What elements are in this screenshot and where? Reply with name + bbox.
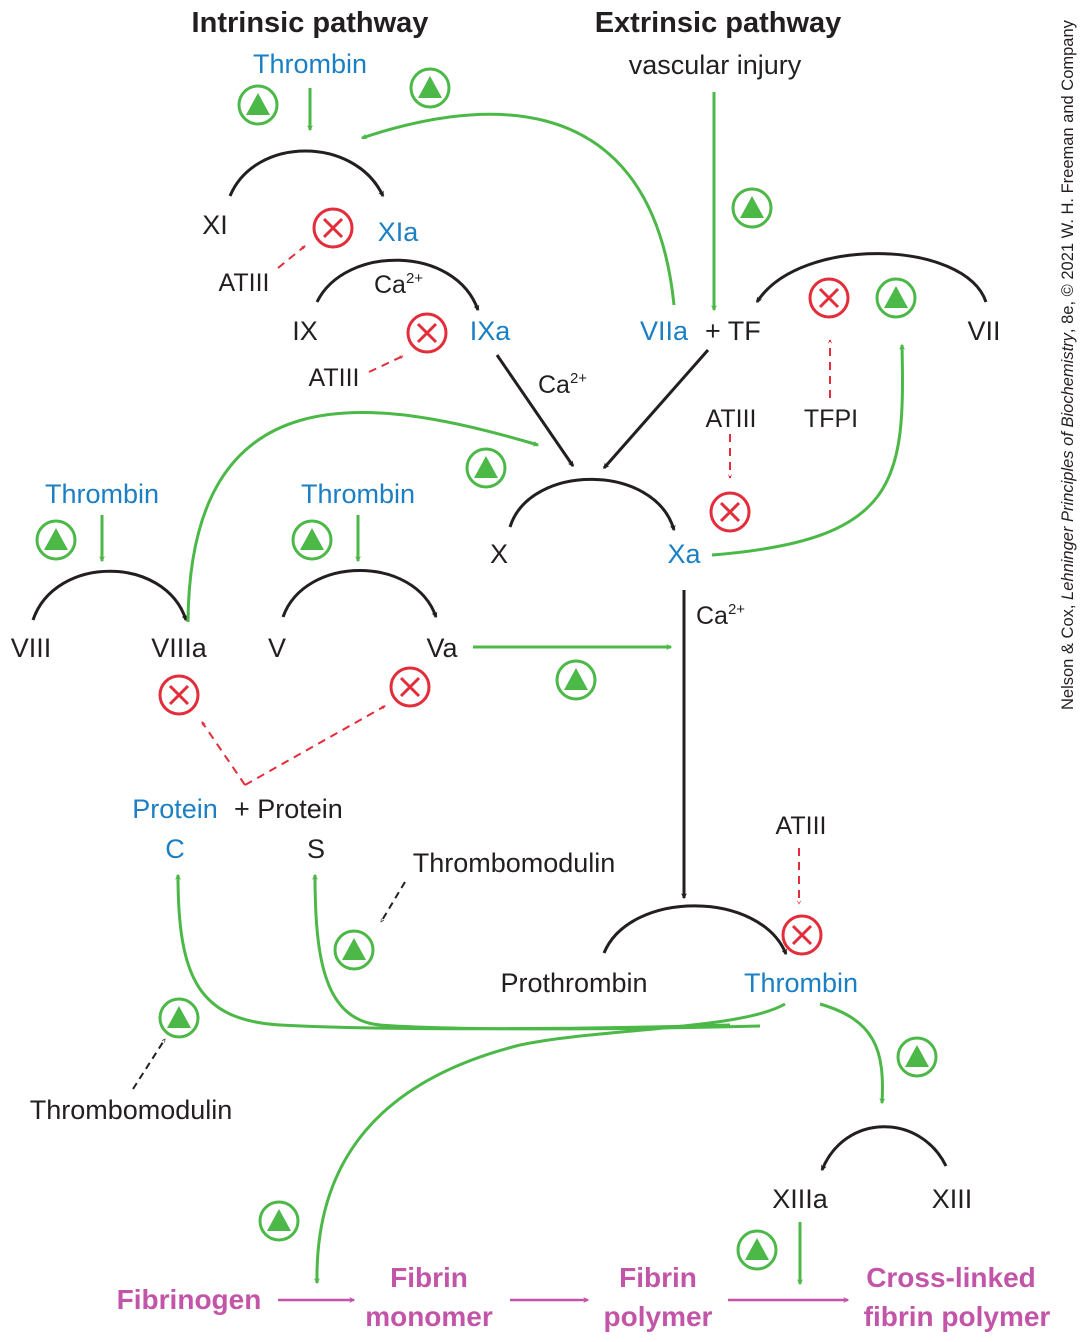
ix-to-ixa-arrow — [315, 258, 480, 312]
protein-s-label: + Protein — [234, 794, 343, 824]
protein-c-letter: C — [165, 834, 185, 864]
thrombomodulin-right-label: Thrombomodulin — [413, 848, 616, 878]
activation-icon — [35, 519, 77, 561]
fibrin-monomer-label: Fibrin — [390, 1262, 468, 1293]
activation-icon — [875, 277, 917, 319]
ixa-to-x-arrow — [495, 354, 575, 467]
thrombomodulin-left-label: Thrombomodulin — [30, 1095, 233, 1125]
atiii-to-xia-inhibit-arrow — [277, 245, 306, 269]
factor-xiii-label: XIII — [932, 1184, 973, 1214]
fibrinogen-label: Fibrinogen — [117, 1284, 262, 1315]
activation-icon — [291, 519, 333, 561]
thrombin-to-protein-c-arrow — [175, 873, 731, 1031]
factor-viia-label: VIIa — [640, 316, 689, 346]
factor-va-label: Va — [426, 633, 458, 663]
factor-xia-label: XIa — [378, 217, 420, 247]
xi-to-xia-arrow — [228, 149, 385, 198]
v-to-va-arrow — [281, 569, 438, 619]
thrombomodulin-right-arrow — [380, 881, 406, 922]
atiii-to-ixa-inhibit-arrow — [368, 355, 403, 373]
fibrin-monomer-label-line2: monomer — [365, 1301, 493, 1332]
thrombin-top-label: Thrombin — [253, 49, 367, 79]
thrombin-left-label: Thrombin — [45, 479, 159, 509]
factor-v-label: V — [268, 633, 286, 663]
inhibition-icon — [406, 312, 448, 354]
protein-c-s-to-va-inhibit-arrow — [244, 705, 385, 786]
atiii-label: ATIII — [776, 812, 827, 840]
prothrombin-label: Prothrombin — [500, 968, 647, 998]
xa-to-vii-arrow — [711, 343, 906, 557]
crosslinked-fibrin-label-line2: fibrin polymer — [864, 1301, 1051, 1332]
factor-xi-label: XI — [202, 210, 228, 240]
activation-icon — [731, 187, 773, 229]
viia-to-xi-arrow — [360, 112, 676, 306]
inhibition-icon — [709, 491, 751, 533]
factor-ixa-label: IXa — [470, 316, 512, 346]
atiii-label: ATIII — [219, 269, 270, 297]
activation-icon — [465, 447, 507, 489]
calcium-label: Ca2+ — [374, 270, 423, 299]
viii-to-viiia-arrow — [31, 569, 188, 622]
protein-c-label: Protein — [132, 794, 218, 824]
inhibition-icon — [808, 277, 850, 319]
inhibition-icon — [389, 666, 431, 708]
extrinsic-pathway-title: Extrinsic pathway — [595, 7, 842, 39]
vii-to-viia-arrow — [755, 252, 988, 304]
factor-xa-label: Xa — [667, 539, 701, 569]
viiia-to-x-arrow — [186, 410, 540, 623]
activation-icon — [409, 67, 451, 109]
inhibition-icon — [312, 207, 354, 249]
protein-c-s-to-viiia-inhibit-arrow — [201, 722, 246, 786]
atiii-label: ATIII — [309, 364, 360, 392]
atiii-label: ATIII — [706, 405, 757, 433]
factor-viiia-label: VIIIa — [151, 633, 208, 663]
activation-icon — [158, 997, 200, 1039]
activation-icon — [258, 1200, 300, 1242]
factor-vii-label: VII — [967, 316, 1000, 346]
factor-x-label: X — [490, 539, 508, 569]
thrombomodulin-left-arrow — [132, 1039, 166, 1090]
fibrin-polymer-label: Fibrin — [619, 1262, 697, 1293]
tfpi-label: TFPI — [804, 405, 858, 433]
intrinsic-pathway-title: Intrinsic pathway — [192, 7, 429, 39]
activation-icon — [736, 1229, 778, 1271]
activation-icon — [237, 84, 279, 126]
tissue-factor-label: + TF — [705, 316, 761, 346]
activation-icon — [896, 1036, 938, 1078]
calcium-label: Ca2+ — [696, 601, 745, 630]
calcium-label: Ca2+ — [538, 370, 587, 399]
thrombin-mid-label: Thrombin — [301, 479, 415, 509]
activation-icon — [555, 659, 597, 701]
thrombin-to-fibrinogen-arrow — [313, 1002, 786, 1285]
copyright-notice: Nelson & Cox, Lehninger Principles of Bi… — [1059, 19, 1077, 710]
thrombin-main-label: Thrombin — [744, 968, 858, 998]
xiii-to-xiiia-arrow — [820, 1125, 948, 1172]
fibrin-polymer-label-line2: polymer — [604, 1301, 713, 1332]
thrombin-to-xiii-arrow — [819, 1002, 886, 1105]
vascular-injury-label: vascular injury — [629, 50, 802, 80]
inhibition-icon — [781, 914, 823, 956]
factor-viii-label: VIII — [11, 633, 52, 663]
crosslinked-fibrin-label: Cross-linked — [866, 1262, 1036, 1293]
protein-s-letter: S — [307, 834, 325, 864]
viia-tf-to-x-arrow — [602, 349, 710, 469]
thrombin-to-protein-s-arrow — [312, 873, 761, 1031]
x-to-xa-arrow — [508, 477, 676, 532]
prothrombin-to-thrombin-arrow — [602, 904, 788, 956]
activation-icon — [333, 929, 375, 971]
factor-xiiia-label: XIIIa — [772, 1184, 829, 1214]
inhibition-icon — [158, 674, 200, 716]
factor-ix-label: IX — [292, 316, 318, 346]
